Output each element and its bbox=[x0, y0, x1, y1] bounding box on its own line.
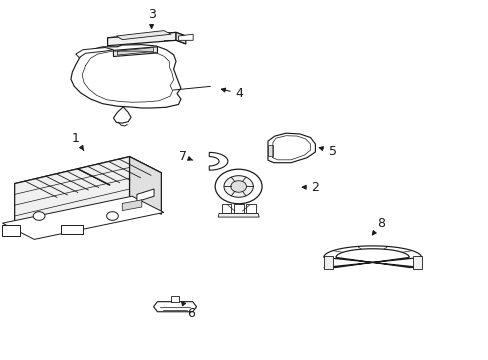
Text: 8: 8 bbox=[371, 217, 385, 235]
Circle shape bbox=[215, 169, 262, 204]
Polygon shape bbox=[233, 204, 243, 213]
Polygon shape bbox=[129, 157, 161, 214]
Circle shape bbox=[106, 212, 118, 220]
Polygon shape bbox=[113, 47, 157, 57]
Text: 1: 1 bbox=[72, 132, 83, 150]
Polygon shape bbox=[267, 145, 272, 156]
Polygon shape bbox=[218, 213, 259, 217]
Polygon shape bbox=[2, 225, 20, 236]
Polygon shape bbox=[71, 45, 181, 108]
Text: 2: 2 bbox=[302, 181, 319, 194]
Polygon shape bbox=[412, 256, 421, 269]
Polygon shape bbox=[137, 189, 154, 202]
Text: 4: 4 bbox=[221, 87, 243, 100]
Polygon shape bbox=[113, 107, 131, 123]
Polygon shape bbox=[178, 34, 193, 40]
Polygon shape bbox=[107, 32, 176, 46]
Polygon shape bbox=[15, 157, 161, 200]
Polygon shape bbox=[323, 246, 421, 267]
Text: 5: 5 bbox=[319, 145, 336, 158]
Polygon shape bbox=[176, 32, 185, 44]
Polygon shape bbox=[221, 204, 231, 213]
Polygon shape bbox=[76, 48, 113, 58]
Circle shape bbox=[33, 212, 45, 220]
Polygon shape bbox=[107, 32, 185, 41]
Text: 7: 7 bbox=[179, 150, 192, 163]
Polygon shape bbox=[267, 133, 315, 163]
Text: 3: 3 bbox=[147, 8, 155, 28]
Polygon shape bbox=[116, 31, 171, 40]
Polygon shape bbox=[171, 296, 179, 302]
Polygon shape bbox=[323, 256, 332, 269]
Polygon shape bbox=[15, 157, 129, 225]
Polygon shape bbox=[209, 152, 227, 170]
Circle shape bbox=[224, 176, 253, 197]
Polygon shape bbox=[61, 225, 83, 234]
Polygon shape bbox=[117, 48, 153, 55]
Circle shape bbox=[230, 181, 246, 192]
Polygon shape bbox=[245, 204, 255, 213]
Polygon shape bbox=[2, 196, 163, 239]
Polygon shape bbox=[122, 200, 142, 211]
Text: 6: 6 bbox=[181, 302, 194, 320]
Polygon shape bbox=[153, 302, 196, 312]
